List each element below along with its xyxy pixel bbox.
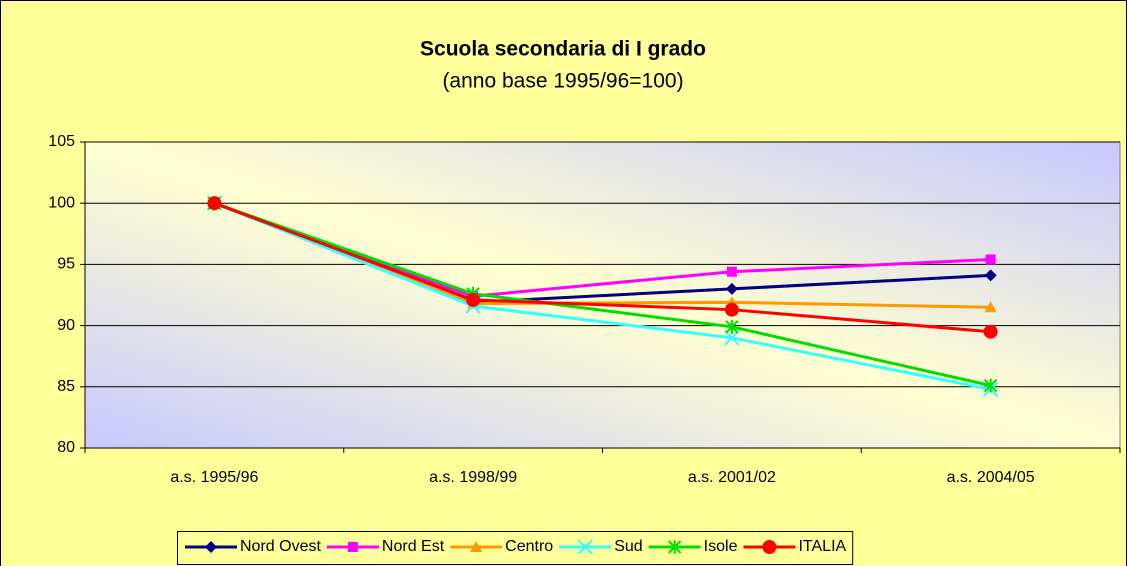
y-tick-label: 85	[57, 378, 75, 395]
series-line	[213, 201, 991, 334]
y-tick-label: 80	[57, 439, 75, 456]
marker	[983, 324, 998, 339]
marker	[470, 541, 483, 552]
series-line	[213, 201, 991, 391]
legend-label: Nord Est	[382, 538, 445, 555]
legend-label: Nord Ovest	[240, 538, 321, 555]
x-tick-label: a.s. 2001/02	[688, 469, 776, 486]
x-tick-label: a.s. 2004/05	[947, 469, 1035, 486]
y-tick-label: 100	[48, 194, 75, 211]
marker	[983, 378, 998, 393]
x-tick-label: a.s. 1995/96	[170, 469, 258, 486]
legend: Nord Ovest Nord Est Centro Sud Isole ITALIA	[177, 531, 854, 565]
legend-label: Sud	[614, 538, 642, 555]
y-tick-label: 95	[57, 256, 75, 273]
marker	[984, 269, 997, 282]
marker	[984, 301, 997, 313]
marker	[725, 282, 738, 295]
marker	[985, 254, 996, 265]
legend-box	[177, 531, 854, 565]
chart-subtitle: (anno base 1995/96=100)	[442, 70, 683, 93]
marker	[207, 196, 222, 211]
marker	[577, 539, 593, 555]
legend-label: ITALIA	[798, 538, 846, 555]
marker	[667, 540, 682, 554]
marker	[724, 302, 739, 317]
legend-label: Isole	[704, 538, 738, 555]
marker	[724, 330, 740, 346]
marker	[725, 319, 739, 334]
y-tick-label: 90	[57, 317, 75, 334]
marker	[762, 540, 777, 554]
legend-label: Centro	[505, 538, 553, 555]
marker	[466, 292, 481, 307]
marker	[347, 542, 358, 552]
y-tick-label: 105	[48, 133, 75, 150]
chart-title: Scuola secondaria di I grado	[420, 38, 706, 61]
series-line	[213, 201, 991, 388]
marker	[205, 541, 217, 553]
x-tick-label: a.s. 1998/99	[429, 469, 517, 486]
marker	[726, 266, 737, 277]
